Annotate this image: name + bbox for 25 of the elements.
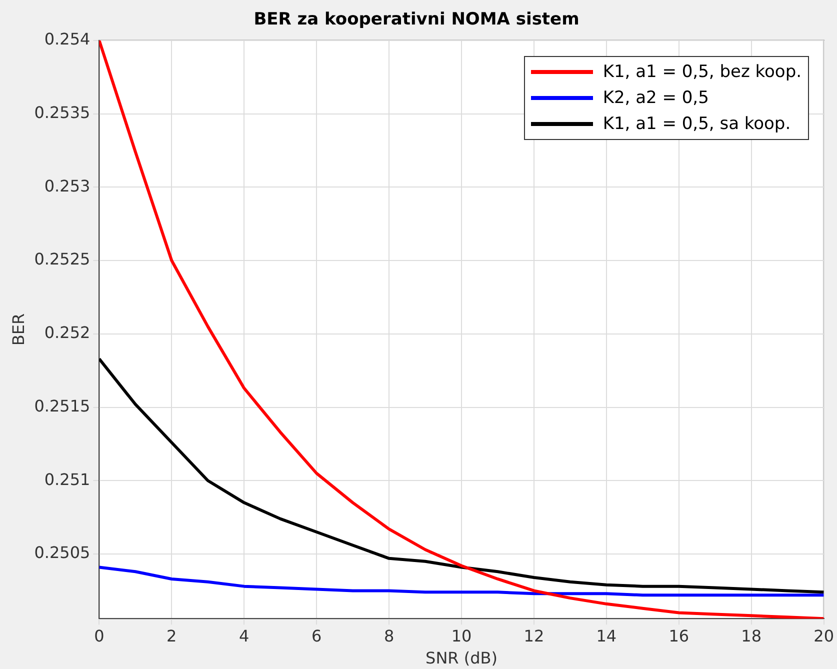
x-tick-label: 10: [451, 626, 472, 646]
x-tick-label: 12: [524, 626, 544, 646]
legend-label: K1, a1 = 0,5, sa koop.: [602, 114, 791, 134]
y-tick-label: 0.2535: [34, 102, 90, 122]
x-axis-title: SNR (dB): [426, 648, 498, 668]
x-tick-label: 2: [166, 626, 177, 646]
y-tick-label: 0.2525: [34, 250, 90, 269]
x-tick-label: 14: [596, 626, 617, 646]
y-tick-label: 0.252: [44, 323, 90, 342]
x-tick-label: 20: [814, 626, 834, 646]
legend-label: K1, a1 = 0,5, bez koop.: [602, 62, 802, 82]
legend-label: K2, a2 = 0,5: [602, 88, 709, 108]
y-tick-label: 0.251: [44, 470, 90, 489]
x-tick-label: 8: [384, 626, 394, 646]
y-tick-label: 0.254: [44, 30, 90, 49]
chart-title: BER za kooperativni NOMA sistem: [254, 10, 580, 30]
y-tick-label: 0.2505: [34, 543, 90, 562]
x-tick-label: 0: [94, 626, 104, 646]
x-tick-label: 18: [741, 626, 762, 646]
x-tick-label: 4: [239, 626, 250, 646]
x-tick-label: 16: [668, 626, 690, 646]
x-tick-label: 6: [311, 626, 322, 646]
y-axis-title: BER: [8, 313, 28, 346]
y-tick-label: 0.2515: [34, 396, 90, 416]
y-tick-label: 0.253: [44, 176, 90, 196]
